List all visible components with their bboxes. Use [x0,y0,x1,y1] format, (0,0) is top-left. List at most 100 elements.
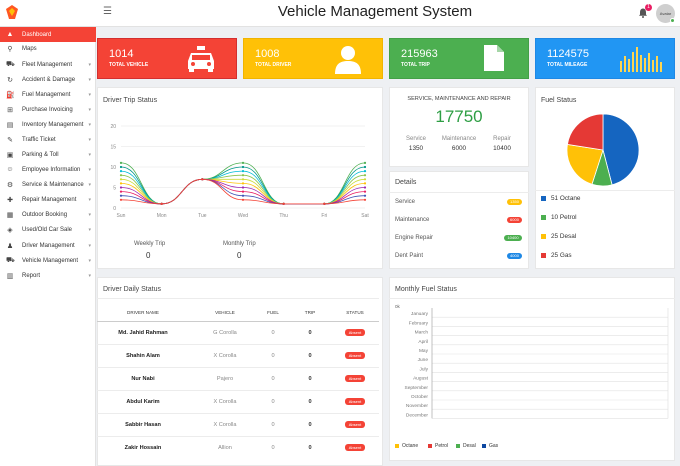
data-point [363,178,367,181]
sidebar-item-repair-management[interactable]: ✚ Repair Management ▾ [0,192,96,207]
card-title: Driver Daily Status [103,286,161,293]
sidebar-item-label: Vehicle Management [22,257,79,264]
vehicle-name: X Corolla [213,399,237,405]
data-point [363,186,367,189]
sidebar-item-label: Maps [22,45,37,52]
details-row-badge: 6000 [507,217,522,223]
chevron-down-icon: ▾ [88,211,91,218]
sidebar-item-inventory-management[interactable]: ▤ Inventory Management ▾ [0,117,96,132]
details-row-label: Dent Paint [395,253,424,259]
chevron-down-icon: ▾ [88,257,91,264]
repair-value: 10400 [493,145,511,152]
refresh-icon: ↻ [7,76,13,84]
x-tick-label: Sun [117,213,126,219]
notification-badge: 1 [645,4,652,11]
sidebar-item-fuel-management[interactable]: ⛽ Fuel Management ▾ [0,87,96,102]
data-point [241,194,245,197]
fuel-legend-item: 25 Desal [551,233,577,240]
data-point [241,170,245,173]
sidebar-item-accident-damage[interactable]: ↻ Accident & Damage ▾ [0,72,96,87]
sidebar-item-parking-toll[interactable]: ▣ Parking & Toll ▾ [0,147,96,162]
data-point [363,165,367,169]
series-line [120,166,366,205]
sidebar-item-traffic-ticket[interactable]: ✎ Traffic Ticket ▾ [0,132,96,147]
logo-icon [6,5,18,19]
fuel-legend-item: 10 Petrol [551,214,577,221]
data-point [363,198,367,201]
sidebar-item-maps[interactable]: ⚲ Maps [0,41,96,56]
wrench-icon: ✚ [7,196,13,204]
axis-corner-label: 0k [395,304,400,309]
bar-chart-icon [620,47,662,72]
x-tick-label: Thu [279,213,288,219]
sidebar-item-vehicle-management[interactable]: ⛟ Vehicle Management ▾ [0,253,96,268]
stat-value: 1008 [255,48,280,60]
total-mileage-card[interactable]: 1124575 TOTAL MILEAGE [535,38,675,79]
trip-value: 0 [308,445,312,451]
menu-toggle-icon[interactable]: ☰ [103,6,112,17]
data-point [323,202,326,205]
monthly-legend-item: Petrol [435,443,449,449]
ticket-icon: ✎ [7,136,13,144]
maintenance-value: 6000 [451,145,467,152]
stat-label: TOTAL DRIVER [255,62,292,68]
data-point [119,198,123,201]
bell-icon[interactable] [638,8,648,18]
sidebar-item-fleet-management[interactable]: ⛟ Fleet Management ▾ [0,57,96,72]
status-badge: Absent [345,421,365,428]
legend-swatch [395,444,399,448]
repair-label: Repair [493,136,511,142]
service-icon: ⚙ [6,181,14,189]
fuel-legend-item: 51 Octane [551,195,581,202]
trip-value: 0 [308,376,312,382]
trip-value: 0 [308,353,312,359]
data-point [119,178,123,181]
monthly-fuel-status-card [389,277,675,461]
vehicle-name: Pajero [216,376,234,382]
monthly-trip-value: 0 [237,251,242,260]
person-icon [335,46,361,74]
cart-icon: ⊞ [7,106,13,114]
chevron-down-icon: ▾ [88,76,91,83]
data-point [119,170,123,173]
sidebar-item-report[interactable]: ▥ Report ▾ [0,268,96,283]
data-point [241,190,245,193]
data-point [241,186,245,189]
parking-icon: ▣ [6,151,14,159]
sidebar-item-employee-information[interactable]: ☺ Employee Information ▾ [0,162,96,177]
details-row-badge: 1350 [507,199,522,205]
month-label: July [419,366,428,372]
pie-slice-gas [566,113,604,151]
sidebar-item-label: Accident & Damage [22,76,76,83]
vehicle-name: X Corolla [213,422,237,428]
total-vehicle-card[interactable]: 1014 TOTAL VEHICLE [97,38,237,79]
sidebar-item-purchase-invoicing[interactable]: ⊞ Purchase Invoicing ▾ [0,102,96,117]
sidebar-item-outdoor-booking[interactable]: ▦ Outdoor Booking ▾ [0,207,96,222]
data-point [363,190,367,193]
details-row-badge: 4000 [507,253,522,259]
sidebar-item-driver-management[interactable]: ♟ Driver Management ▾ [0,238,96,253]
divider [97,344,379,345]
stat-label: TOTAL VEHICLE [109,62,149,68]
month-label: May [419,348,429,354]
month-label: September [405,385,429,391]
data-point [241,174,245,177]
sidebar-item-service-maintenance[interactable]: ⚙ Service & Maintenance ▾ [0,177,96,192]
divider [389,192,529,193]
sidebar-item-dashboard[interactable]: ▲ Dashboard [0,27,96,42]
details-row-label: Maintenance [395,217,430,223]
driver-icon: ♟ [6,242,14,250]
data-point [363,161,367,164]
sidebar-item-used-old-car-sale[interactable]: ◈ Used/Old Car Sale ▾ [0,222,96,237]
month-label: August [413,376,429,382]
vehicle-name: G Corolla [213,330,237,336]
total-trip-card[interactable]: 215963 TOTAL TRIP [389,38,529,79]
column-header: DRIVER NAME [127,310,159,315]
total-driver-card[interactable]: 1008 TOTAL DRIVER [243,38,383,79]
service-summary-title: SERVICE, MAINTENANCE AND REPAIR [407,96,511,102]
data-point [282,202,285,205]
legend-swatch [541,196,546,201]
sidebar-item-label: Service & Maintenance [22,181,84,188]
monthly-fuel-bar-chart: January February March April May June July Augu… [405,308,669,419]
month-label: June [418,357,429,363]
